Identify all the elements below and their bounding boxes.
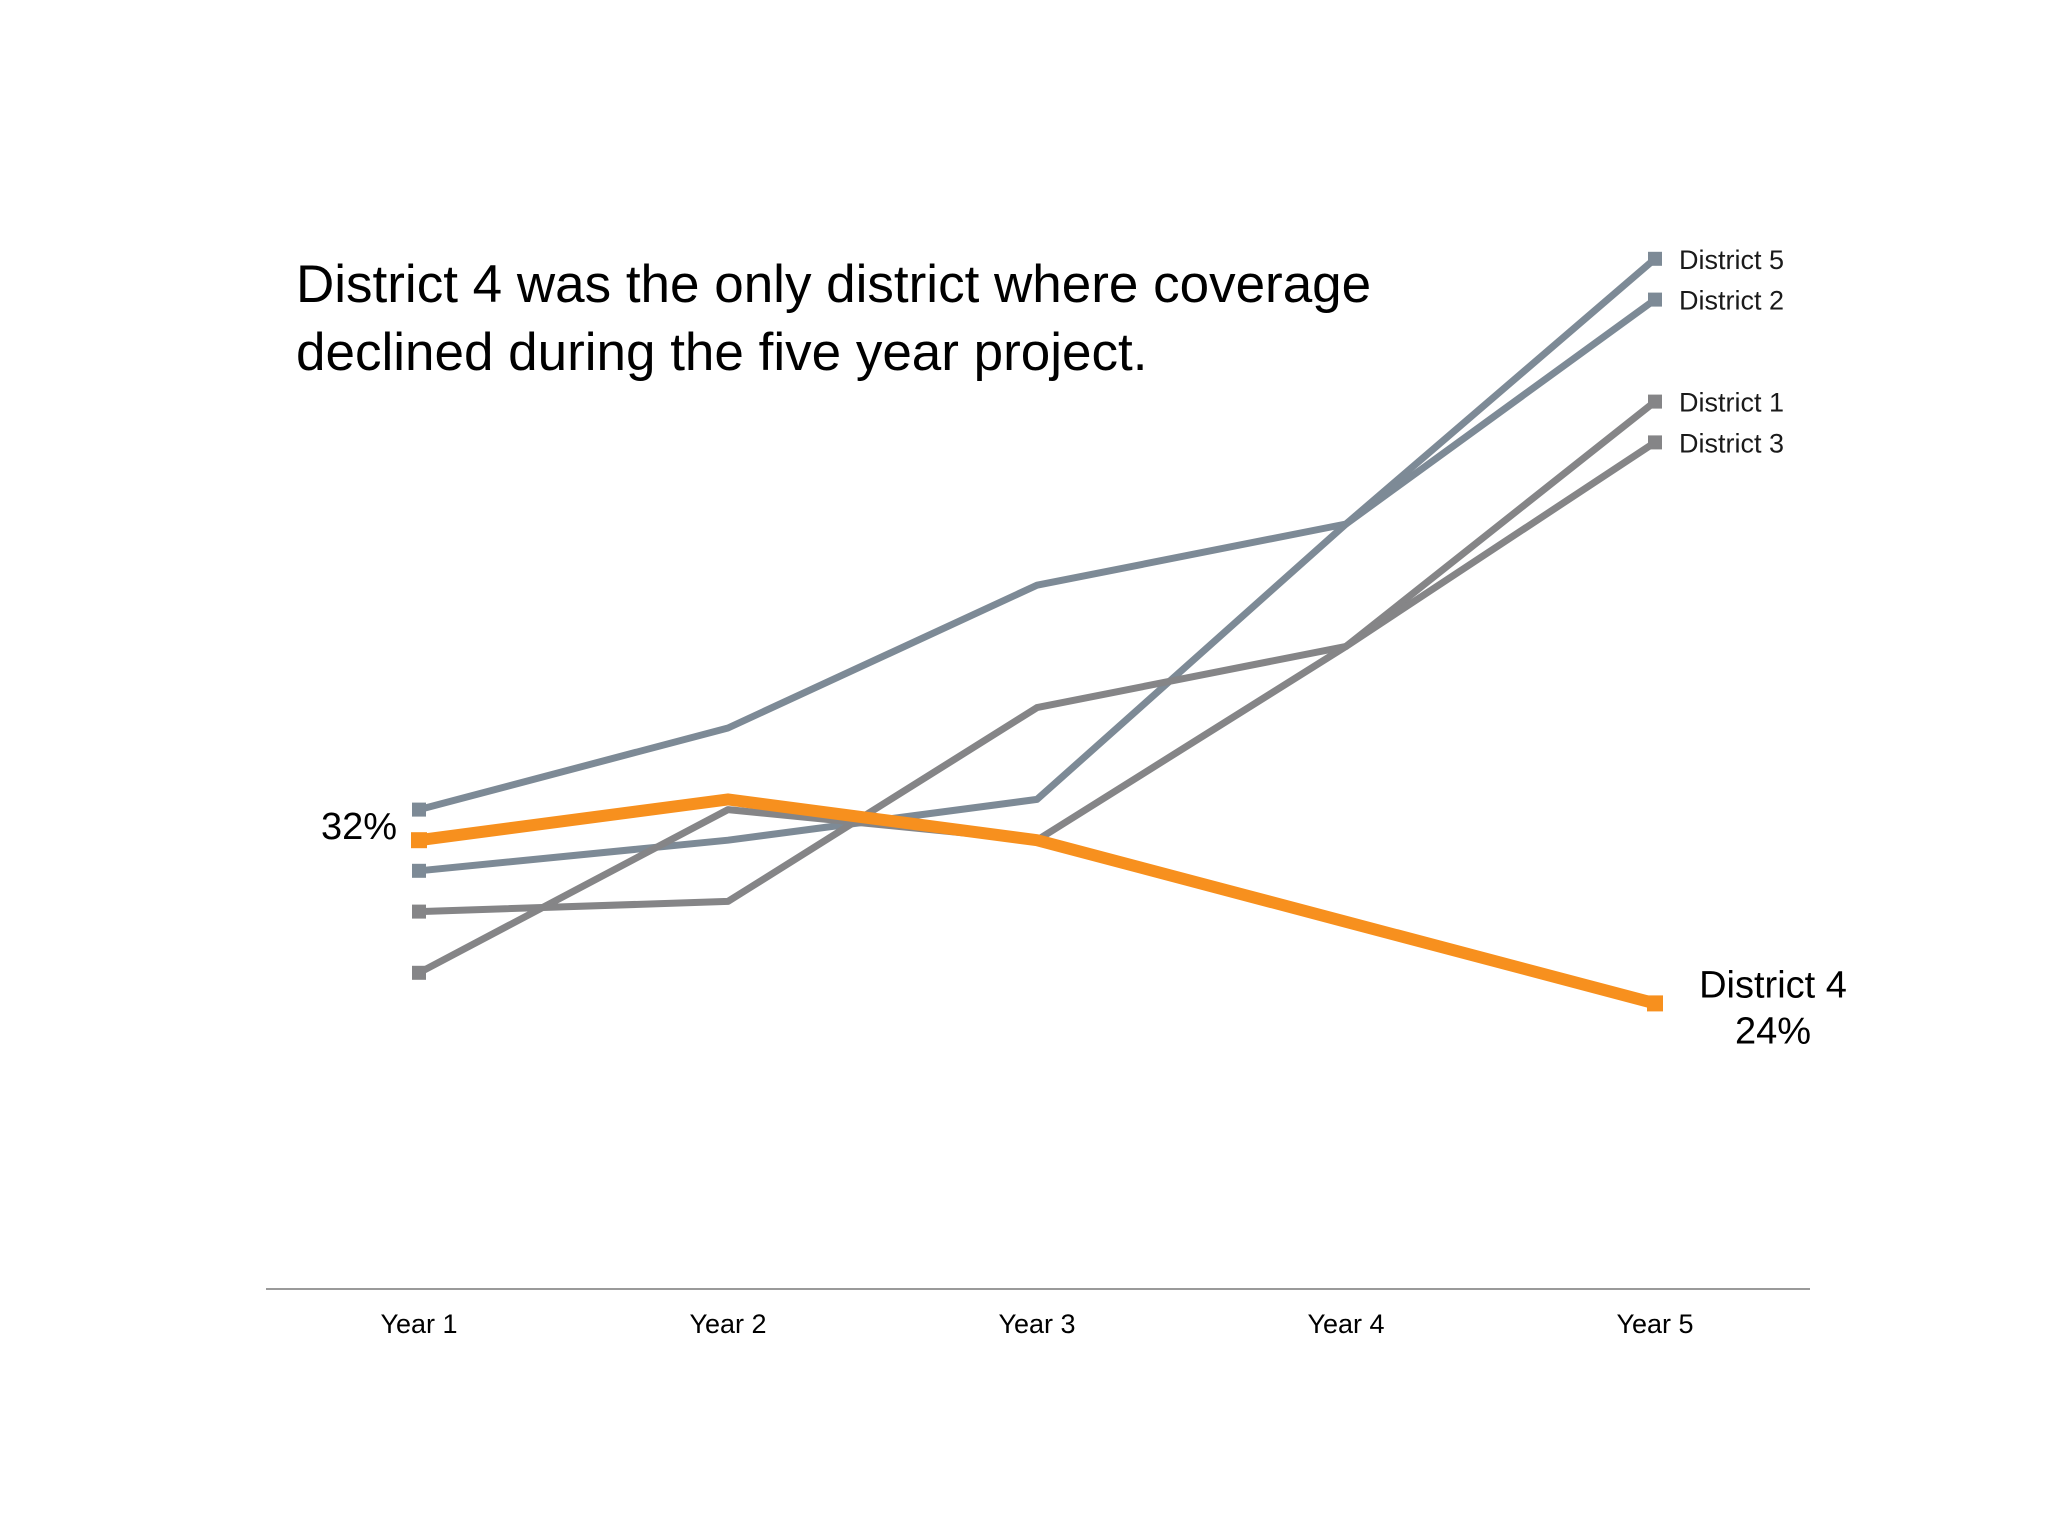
marker-district-2-start bbox=[412, 863, 426, 878]
marker-district-1-end bbox=[1648, 394, 1662, 409]
marker-district-3-start bbox=[412, 904, 426, 919]
x-tick-label: Year 5 bbox=[1616, 1309, 1693, 1339]
marker-district-4-end bbox=[1647, 995, 1663, 1012]
x-tick-label: Year 2 bbox=[689, 1309, 766, 1339]
end-value-label: 24% bbox=[1735, 1010, 1811, 1052]
series-line-district-3 bbox=[418, 439, 1657, 916]
series-layer bbox=[417, 256, 1658, 1010]
marker-district-1-start bbox=[412, 965, 426, 980]
marker-layer bbox=[411, 251, 1663, 1012]
label-layer: District 5 District 2 District 1 District 3 bbox=[1679, 245, 1784, 459]
marker-district-2-end bbox=[1648, 292, 1662, 307]
x-tick-label: Year 3 bbox=[998, 1309, 1075, 1339]
series-line-district-5 bbox=[418, 256, 1658, 813]
end-series-name-label: District 4 bbox=[1699, 964, 1847, 1006]
series-label-district-3: District 3 bbox=[1679, 428, 1784, 458]
chart-title-line-2: declined during the five year project. bbox=[296, 323, 1147, 382]
series-line-district-1 bbox=[417, 398, 1658, 976]
x-tick-layer: Year 1 Year 2 Year 3 Year 4 Year 5 bbox=[380, 1309, 1693, 1339]
marker-district-3-end bbox=[1648, 435, 1662, 450]
start-value-label: 32% bbox=[321, 806, 397, 848]
marker-district-4-start bbox=[411, 832, 427, 849]
series-line-district-4 bbox=[418, 793, 1657, 1010]
marker-district-5-start bbox=[412, 802, 426, 817]
series-label-district-1: District 1 bbox=[1679, 388, 1784, 418]
series-label-district-5: District 5 bbox=[1679, 245, 1784, 275]
x-tick-label: Year 1 bbox=[380, 1309, 457, 1339]
chart-title-line-1: District 4 was the only district where c… bbox=[296, 255, 1371, 314]
marker-district-5-end bbox=[1648, 251, 1662, 266]
series-label-district-2: District 2 bbox=[1679, 286, 1784, 316]
x-tick-label: Year 4 bbox=[1307, 1309, 1384, 1339]
series-line-district-2 bbox=[418, 296, 1658, 875]
